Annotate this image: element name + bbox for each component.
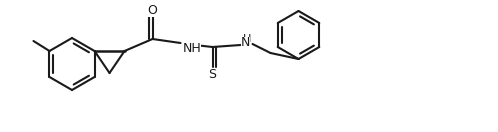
Text: H: H — [243, 34, 251, 44]
Text: O: O — [147, 4, 157, 16]
Text: N: N — [241, 37, 250, 50]
Text: NH: NH — [182, 43, 201, 55]
Text: S: S — [209, 67, 217, 81]
